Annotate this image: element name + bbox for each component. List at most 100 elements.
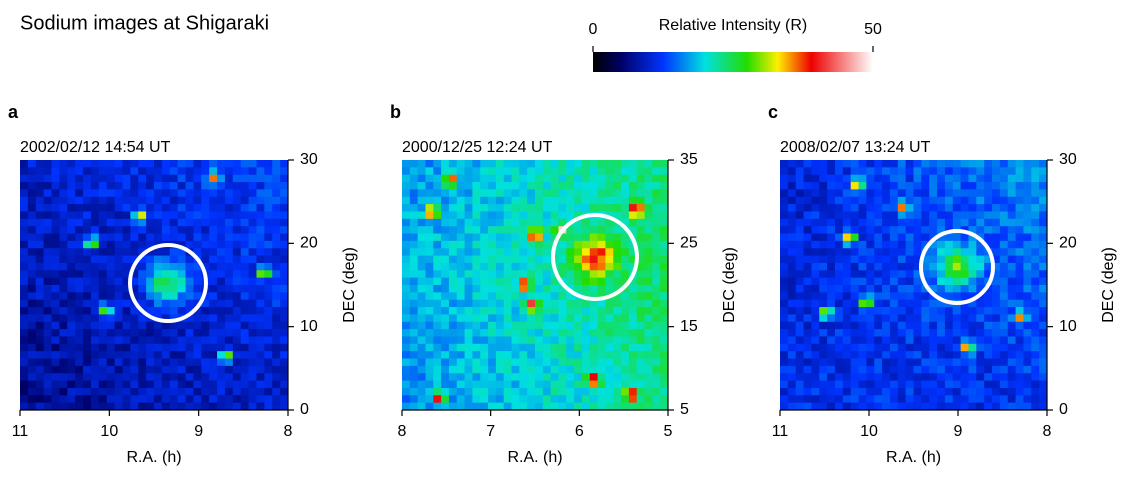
- image-pixel: [186, 336, 194, 344]
- image-pixel: [504, 256, 512, 264]
- image-pixel: [193, 373, 201, 381]
- image-pixel: [827, 314, 835, 322]
- image-pixel: [1031, 270, 1039, 278]
- image-pixel: [44, 285, 52, 293]
- image-pixel: [874, 204, 882, 212]
- image-pixel: [859, 241, 867, 249]
- image-pixel: [1008, 270, 1016, 278]
- image-pixel: [937, 314, 945, 322]
- image-pixel: [425, 388, 433, 396]
- image-pixel: [256, 263, 264, 271]
- image-pixel: [645, 336, 653, 344]
- image-pixel: [788, 204, 796, 212]
- image-pixel: [645, 167, 653, 175]
- image-pixel: [621, 373, 629, 381]
- image-pixel: [827, 211, 835, 219]
- image-pixel: [859, 366, 867, 374]
- image-pixel: [890, 175, 898, 183]
- image-pixel: [566, 197, 574, 205]
- image-pixel: [613, 175, 621, 183]
- y-tick-label: 5: [680, 401, 689, 418]
- image-pixel: [1023, 403, 1031, 411]
- image-pixel: [162, 211, 170, 219]
- image-pixel: [504, 248, 512, 256]
- image-pixel: [154, 160, 162, 168]
- image-pixel: [660, 211, 668, 219]
- image-pixel: [890, 278, 898, 286]
- image-pixel: [20, 388, 28, 396]
- image-pixel: [558, 395, 566, 403]
- image-pixel: [945, 381, 953, 389]
- image-pixel: [566, 395, 574, 403]
- image-pixel: [843, 211, 851, 219]
- image-pixel: [788, 219, 796, 227]
- image-pixel: [241, 263, 249, 271]
- image-pixel: [418, 395, 426, 403]
- image-pixel: [788, 373, 796, 381]
- image-pixel: [914, 160, 922, 168]
- image-pixel: [645, 234, 653, 242]
- image-pixel: [843, 351, 851, 359]
- image-pixel: [170, 373, 178, 381]
- image-pixel: [425, 322, 433, 330]
- image-pixel: [146, 373, 154, 381]
- image-pixel: [890, 381, 898, 389]
- image-pixel: [480, 351, 488, 359]
- image-pixel: [146, 219, 154, 227]
- image-pixel: [75, 197, 83, 205]
- image-pixel: [472, 373, 480, 381]
- image-pixel: [843, 366, 851, 374]
- image-pixel: [225, 167, 233, 175]
- image-pixel: [99, 344, 107, 352]
- image-pixel: [890, 351, 898, 359]
- image-pixel: [874, 226, 882, 234]
- image-pixel: [178, 381, 186, 389]
- image-pixel: [99, 278, 107, 286]
- image-pixel: [272, 403, 280, 411]
- image-pixel: [441, 160, 449, 168]
- image-pixel: [264, 234, 272, 242]
- image-pixel: [233, 292, 241, 300]
- image-pixel: [984, 307, 992, 315]
- image-pixel: [921, 381, 929, 389]
- image-pixel: [961, 278, 969, 286]
- image-pixel: [1016, 182, 1024, 190]
- image-pixel: [914, 241, 922, 249]
- image-pixel: [811, 189, 819, 197]
- image-pixel: [984, 388, 992, 396]
- image-pixel: [566, 403, 574, 411]
- image-pixel: [890, 270, 898, 278]
- image-pixel: [992, 278, 1000, 286]
- image-pixel: [472, 403, 480, 411]
- image-pixel: [209, 285, 217, 293]
- image-pixel: [1039, 175, 1047, 183]
- image-pixel: [906, 359, 914, 367]
- image-pixel: [154, 307, 162, 315]
- image-pixel: [984, 336, 992, 344]
- image-pixel: [890, 300, 898, 308]
- image-pixel: [819, 256, 827, 264]
- image-pixel: [605, 278, 613, 286]
- image-pixel: [937, 351, 945, 359]
- image-pixel: [598, 329, 606, 337]
- image-pixel: [558, 204, 566, 212]
- image-pixel: [209, 329, 217, 337]
- image-pixel: [20, 270, 28, 278]
- image-pixel: [425, 307, 433, 315]
- image-pixel: [457, 322, 465, 330]
- image-pixel: [496, 314, 504, 322]
- image-pixel: [558, 241, 566, 249]
- image-pixel: [52, 395, 60, 403]
- image-pixel: [154, 351, 162, 359]
- image-pixel: [418, 167, 426, 175]
- image-pixel: [1008, 256, 1016, 264]
- image-pixel: [874, 314, 882, 322]
- image-pixel: [992, 351, 1000, 359]
- image-pixel: [992, 219, 1000, 227]
- image-pixel: [233, 197, 241, 205]
- image-pixel: [914, 211, 922, 219]
- image-pixel: [256, 189, 264, 197]
- image-pixel: [621, 292, 629, 300]
- image-pixel: [519, 373, 527, 381]
- image-pixel: [906, 226, 914, 234]
